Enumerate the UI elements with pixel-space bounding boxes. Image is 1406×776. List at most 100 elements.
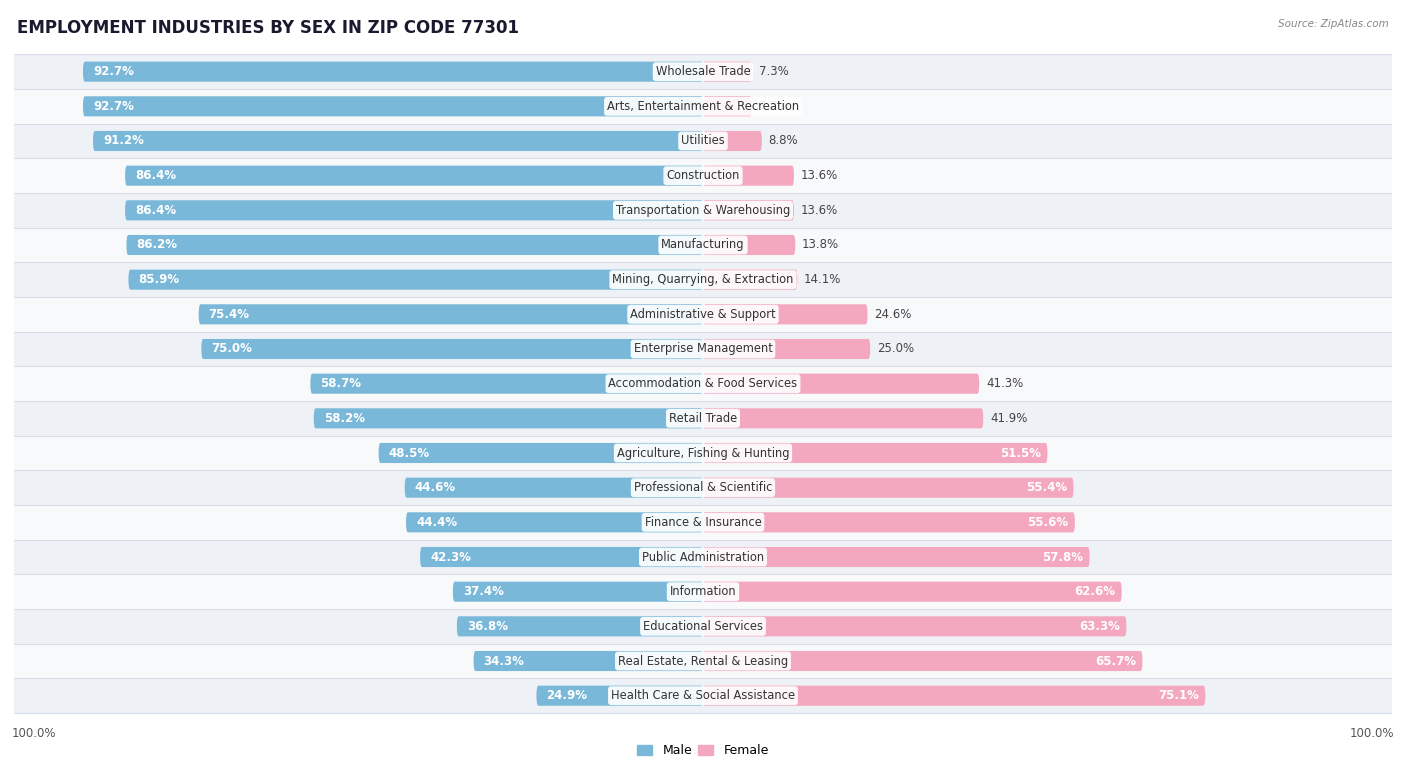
Text: 13.8%: 13.8% (801, 238, 839, 251)
FancyBboxPatch shape (703, 616, 1126, 636)
FancyBboxPatch shape (537, 686, 703, 705)
Text: Enterprise Management: Enterprise Management (634, 342, 772, 355)
Text: 63.3%: 63.3% (1078, 620, 1119, 633)
FancyBboxPatch shape (125, 165, 703, 185)
Text: 58.2%: 58.2% (323, 412, 364, 424)
FancyBboxPatch shape (311, 373, 703, 393)
Bar (14, 227, 1392, 262)
FancyBboxPatch shape (474, 651, 703, 671)
Text: 44.4%: 44.4% (416, 516, 457, 528)
Text: 8.8%: 8.8% (769, 134, 799, 147)
FancyBboxPatch shape (703, 443, 1047, 463)
Text: 55.6%: 55.6% (1026, 516, 1069, 528)
Text: Arts, Entertainment & Recreation: Arts, Entertainment & Recreation (607, 100, 799, 113)
FancyBboxPatch shape (703, 131, 762, 151)
FancyBboxPatch shape (83, 96, 703, 116)
Bar (14, 366, 1392, 401)
Text: 86.4%: 86.4% (135, 169, 176, 182)
FancyBboxPatch shape (405, 477, 703, 497)
Text: 62.6%: 62.6% (1074, 585, 1115, 598)
FancyBboxPatch shape (703, 200, 794, 220)
Text: 14.1%: 14.1% (804, 273, 841, 286)
Text: Manufacturing: Manufacturing (661, 238, 745, 251)
FancyBboxPatch shape (201, 339, 703, 359)
FancyBboxPatch shape (703, 61, 752, 81)
FancyBboxPatch shape (457, 616, 703, 636)
Text: EMPLOYMENT INDUSTRIES BY SEX IN ZIP CODE 77301: EMPLOYMENT INDUSTRIES BY SEX IN ZIP CODE… (17, 19, 519, 37)
Text: Administrative & Support: Administrative & Support (630, 308, 776, 320)
Text: Transportation & Warehousing: Transportation & Warehousing (616, 204, 790, 217)
FancyBboxPatch shape (703, 686, 1205, 705)
Text: Retail Trade: Retail Trade (669, 412, 737, 424)
FancyBboxPatch shape (406, 512, 703, 532)
Text: 13.6%: 13.6% (800, 204, 838, 217)
Bar (14, 89, 1392, 123)
Text: 55.4%: 55.4% (1026, 481, 1067, 494)
Text: 34.3%: 34.3% (484, 654, 524, 667)
Text: Public Administration: Public Administration (643, 550, 763, 563)
FancyBboxPatch shape (378, 443, 703, 463)
Text: Professional & Scientific: Professional & Scientific (634, 481, 772, 494)
Text: 58.7%: 58.7% (321, 377, 361, 390)
Text: Mining, Quarrying, & Extraction: Mining, Quarrying, & Extraction (612, 273, 794, 286)
Text: Real Estate, Rental & Leasing: Real Estate, Rental & Leasing (619, 654, 787, 667)
Bar (14, 401, 1392, 435)
Text: Wholesale Trade: Wholesale Trade (655, 65, 751, 78)
Bar (14, 331, 1392, 366)
Text: 75.0%: 75.0% (211, 342, 252, 355)
FancyBboxPatch shape (703, 512, 1076, 532)
Text: 57.8%: 57.8% (1042, 550, 1083, 563)
Text: 86.2%: 86.2% (136, 238, 177, 251)
FancyBboxPatch shape (703, 373, 979, 393)
Text: 13.6%: 13.6% (800, 169, 838, 182)
FancyBboxPatch shape (453, 582, 703, 601)
Legend: Male, Female: Male, Female (633, 740, 773, 762)
Text: 92.7%: 92.7% (93, 100, 134, 113)
Bar (14, 158, 1392, 193)
Text: 65.7%: 65.7% (1095, 654, 1136, 667)
Text: 36.8%: 36.8% (467, 620, 508, 633)
Text: Finance & Insurance: Finance & Insurance (644, 516, 762, 528)
Text: Information: Information (669, 585, 737, 598)
Text: Utilities: Utilities (681, 134, 725, 147)
Text: 24.6%: 24.6% (875, 308, 911, 320)
FancyBboxPatch shape (703, 96, 752, 116)
Bar (14, 505, 1392, 539)
Text: 7.3%: 7.3% (758, 65, 789, 78)
FancyBboxPatch shape (703, 165, 794, 185)
FancyBboxPatch shape (127, 235, 703, 255)
Text: 91.2%: 91.2% (103, 134, 143, 147)
FancyBboxPatch shape (703, 304, 868, 324)
Bar (14, 262, 1392, 297)
FancyBboxPatch shape (703, 582, 1122, 601)
FancyBboxPatch shape (703, 269, 797, 289)
FancyBboxPatch shape (314, 408, 703, 428)
Text: 41.3%: 41.3% (986, 377, 1024, 390)
Text: 24.9%: 24.9% (547, 689, 588, 702)
Text: Accommodation & Food Services: Accommodation & Food Services (609, 377, 797, 390)
Text: 92.7%: 92.7% (93, 65, 134, 78)
FancyBboxPatch shape (93, 131, 703, 151)
Text: 37.4%: 37.4% (463, 585, 503, 598)
FancyBboxPatch shape (420, 547, 703, 567)
FancyBboxPatch shape (83, 61, 703, 81)
Bar (14, 574, 1392, 609)
Text: 48.5%: 48.5% (388, 446, 430, 459)
Text: Source: ZipAtlas.com: Source: ZipAtlas.com (1278, 19, 1389, 29)
FancyBboxPatch shape (703, 339, 870, 359)
Bar (14, 643, 1392, 678)
FancyBboxPatch shape (198, 304, 703, 324)
Bar (14, 678, 1392, 713)
Text: 85.9%: 85.9% (138, 273, 180, 286)
Text: 42.3%: 42.3% (430, 550, 471, 563)
Bar (14, 435, 1392, 470)
FancyBboxPatch shape (703, 651, 1143, 671)
Text: 86.4%: 86.4% (135, 204, 176, 217)
Text: 44.6%: 44.6% (415, 481, 456, 494)
Text: 75.4%: 75.4% (208, 308, 250, 320)
Text: Construction: Construction (666, 169, 740, 182)
FancyBboxPatch shape (703, 477, 1074, 497)
Text: 41.9%: 41.9% (990, 412, 1028, 424)
FancyBboxPatch shape (703, 235, 796, 255)
FancyBboxPatch shape (703, 408, 983, 428)
